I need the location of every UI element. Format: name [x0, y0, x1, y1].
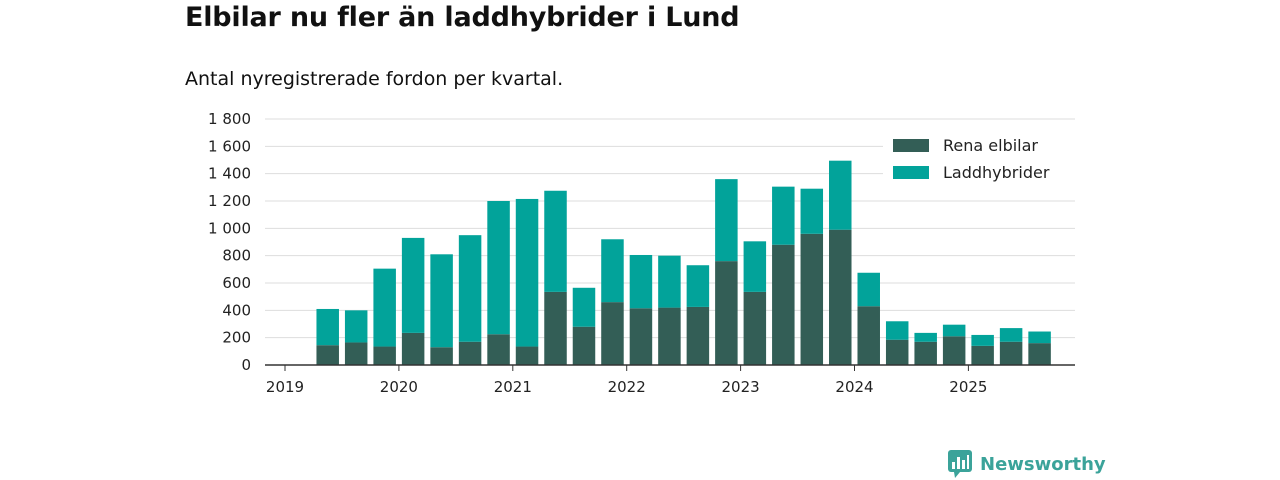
bar-laddhybrider	[515, 198, 539, 347]
bar-laddhybrider	[1028, 331, 1051, 344]
bar-rena-elbilar	[772, 244, 795, 365]
bar-laddhybrider	[458, 235, 482, 342]
bar-laddhybrider	[914, 332, 937, 342]
y-axis-labels: 0 200 400 600 800 1 000 1 200 1 400 1 600 1 800	[208, 110, 251, 374]
bar-laddhybrider	[971, 334, 994, 346]
bar-rena-elbilar	[999, 341, 1023, 365]
bar-rena-elbilar	[401, 332, 425, 365]
y-tick-label: 1 800	[208, 110, 251, 128]
bar-laddhybrider	[686, 265, 710, 307]
bar-laddhybrider	[601, 239, 624, 303]
y-tick-label: 200	[222, 329, 251, 347]
y-tick-label: 1 200	[208, 192, 251, 210]
bar-rena-elbilar	[686, 306, 710, 365]
bar-laddhybrider	[942, 324, 966, 337]
bar-laddhybrider	[829, 160, 852, 230]
bar-laddhybrider	[715, 179, 738, 262]
bar-rena-elbilar	[373, 346, 396, 365]
bar-rena-elbilar	[829, 229, 852, 365]
newsworthy-logo: Newsworthy	[948, 450, 1106, 478]
bar-rena-elbilar	[800, 233, 824, 365]
legend-swatch	[893, 139, 929, 152]
legend-swatch	[893, 166, 929, 179]
bar-laddhybrider	[487, 201, 510, 335]
bar-rena-elbilar	[942, 336, 966, 365]
bars	[316, 160, 1051, 365]
x-tick-label: 2024	[835, 378, 873, 396]
bar-laddhybrider	[857, 272, 880, 307]
bar-laddhybrider	[885, 321, 909, 340]
y-tick-label: 0	[241, 356, 251, 374]
bar-laddhybrider	[401, 237, 425, 333]
bar-chart: 0 200 400 600 800 1 000 1 200 1 400 1 600 1 800 2…	[208, 110, 1077, 396]
legend-label: Laddhybrider	[943, 163, 1050, 182]
y-tick-label: 400	[222, 301, 251, 319]
bar-laddhybrider	[772, 186, 795, 245]
bar-rena-elbilar	[316, 345, 339, 365]
bar-laddhybrider	[373, 268, 396, 347]
bar-rena-elbilar	[601, 302, 624, 365]
y-tick-label: 600	[222, 274, 251, 292]
bar-rena-elbilar	[857, 306, 880, 365]
x-tick-label: 2019	[266, 378, 304, 396]
bar-rena-elbilar	[430, 347, 453, 365]
bar-rena-elbilar	[572, 326, 596, 365]
bar-laddhybrider	[800, 188, 824, 234]
bar-rena-elbilar	[715, 261, 738, 365]
bar-laddhybrider	[316, 308, 339, 346]
bar-rena-elbilar	[1028, 343, 1051, 365]
x-tick-label: 2023	[722, 378, 760, 396]
y-tick-label: 1 600	[208, 137, 251, 155]
x-axis-labels: 2019 2020 2021 2022 2023 2024 2025	[266, 365, 987, 396]
bar-rena-elbilar	[544, 291, 567, 365]
bar-rena-elbilar	[971, 345, 994, 365]
bar-rena-elbilar	[658, 307, 681, 365]
x-tick-label: 2022	[608, 378, 646, 396]
bar-laddhybrider	[743, 241, 767, 292]
legend: Rena elbilar Laddhybrider	[883, 130, 1077, 188]
bar-laddhybrider	[430, 254, 453, 348]
bar-laddhybrider	[999, 328, 1023, 342]
x-tick-label: 2020	[380, 378, 418, 396]
bar-rena-elbilar	[743, 291, 767, 365]
x-tick-label: 2021	[494, 378, 532, 396]
y-tick-label: 800	[222, 247, 251, 265]
bar-laddhybrider	[544, 190, 567, 292]
bar-laddhybrider	[629, 254, 653, 309]
bar-rena-elbilar	[344, 342, 368, 365]
y-tick-label: 1 400	[208, 165, 251, 183]
chart-title: Elbilar nu fler än laddhybrider i Lund	[185, 2, 740, 33]
bar-rena-elbilar	[458, 341, 482, 365]
y-tick-label: 1 000	[208, 219, 251, 237]
bar-rena-elbilar	[885, 339, 909, 365]
chart-subtitle: Antal nyregistrerade fordon per kvartal.	[185, 68, 564, 90]
bar-rena-elbilar	[914, 341, 937, 365]
x-tick-label: 2025	[949, 378, 987, 396]
newsworthy-icon	[948, 450, 972, 478]
legend-label: Rena elbilar	[943, 136, 1038, 155]
bar-laddhybrider	[658, 255, 681, 308]
bar-rena-elbilar	[629, 308, 653, 365]
bar-laddhybrider	[572, 287, 596, 327]
bar-laddhybrider	[344, 310, 368, 343]
bar-rena-elbilar	[487, 334, 510, 365]
bar-rena-elbilar	[515, 346, 539, 365]
brand-name: Newsworthy	[980, 453, 1106, 475]
